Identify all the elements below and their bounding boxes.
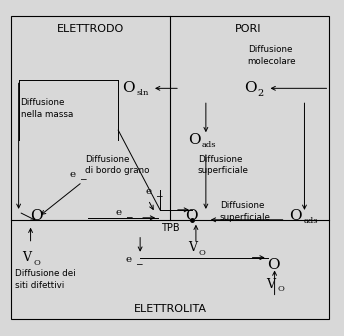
Text: O: O [31,209,43,223]
Text: O: O [278,286,284,293]
Text: O: O [244,81,256,95]
Text: V: V [188,241,197,254]
Text: O: O [268,258,280,271]
Text: e: e [115,208,121,217]
Text: 2: 2 [258,89,264,98]
Text: Diffusione dei
siti difettivi: Diffusione dei siti difettivi [15,269,75,290]
Text: PORI: PORI [235,24,261,34]
Text: TPB: TPB [161,223,179,233]
Text: O: O [188,133,201,147]
Text: Diffusione
di bordo grano: Diffusione di bordo grano [85,155,150,175]
Text: sln: sln [136,89,149,97]
Text: Diffusione
superficiale: Diffusione superficiale [198,155,249,175]
Text: −: − [155,192,163,200]
Text: ELETTRODO: ELETTRODO [57,24,124,34]
Text: e: e [69,170,75,179]
Text: V: V [23,251,32,264]
Text: ELETTROLITA: ELETTROLITA [133,304,206,314]
Text: Diffusione
superficiale: Diffusione superficiale [220,201,271,222]
Text: e: e [125,255,131,264]
Text: O: O [185,209,197,223]
Text: Diffusione
molecolare: Diffusione molecolare [248,45,296,66]
Text: O: O [290,209,302,223]
Text: ads: ads [202,141,216,149]
Text: V: V [267,278,276,291]
Text: −: − [125,212,133,221]
Text: e: e [145,187,151,197]
Text: Diffusione
nella massa: Diffusione nella massa [21,98,73,119]
Text: O: O [122,81,135,95]
Text: O: O [34,259,41,266]
Text: ads: ads [303,217,318,225]
Text: O: O [199,249,206,257]
Text: −: − [79,174,87,183]
Text: −: − [135,259,143,268]
